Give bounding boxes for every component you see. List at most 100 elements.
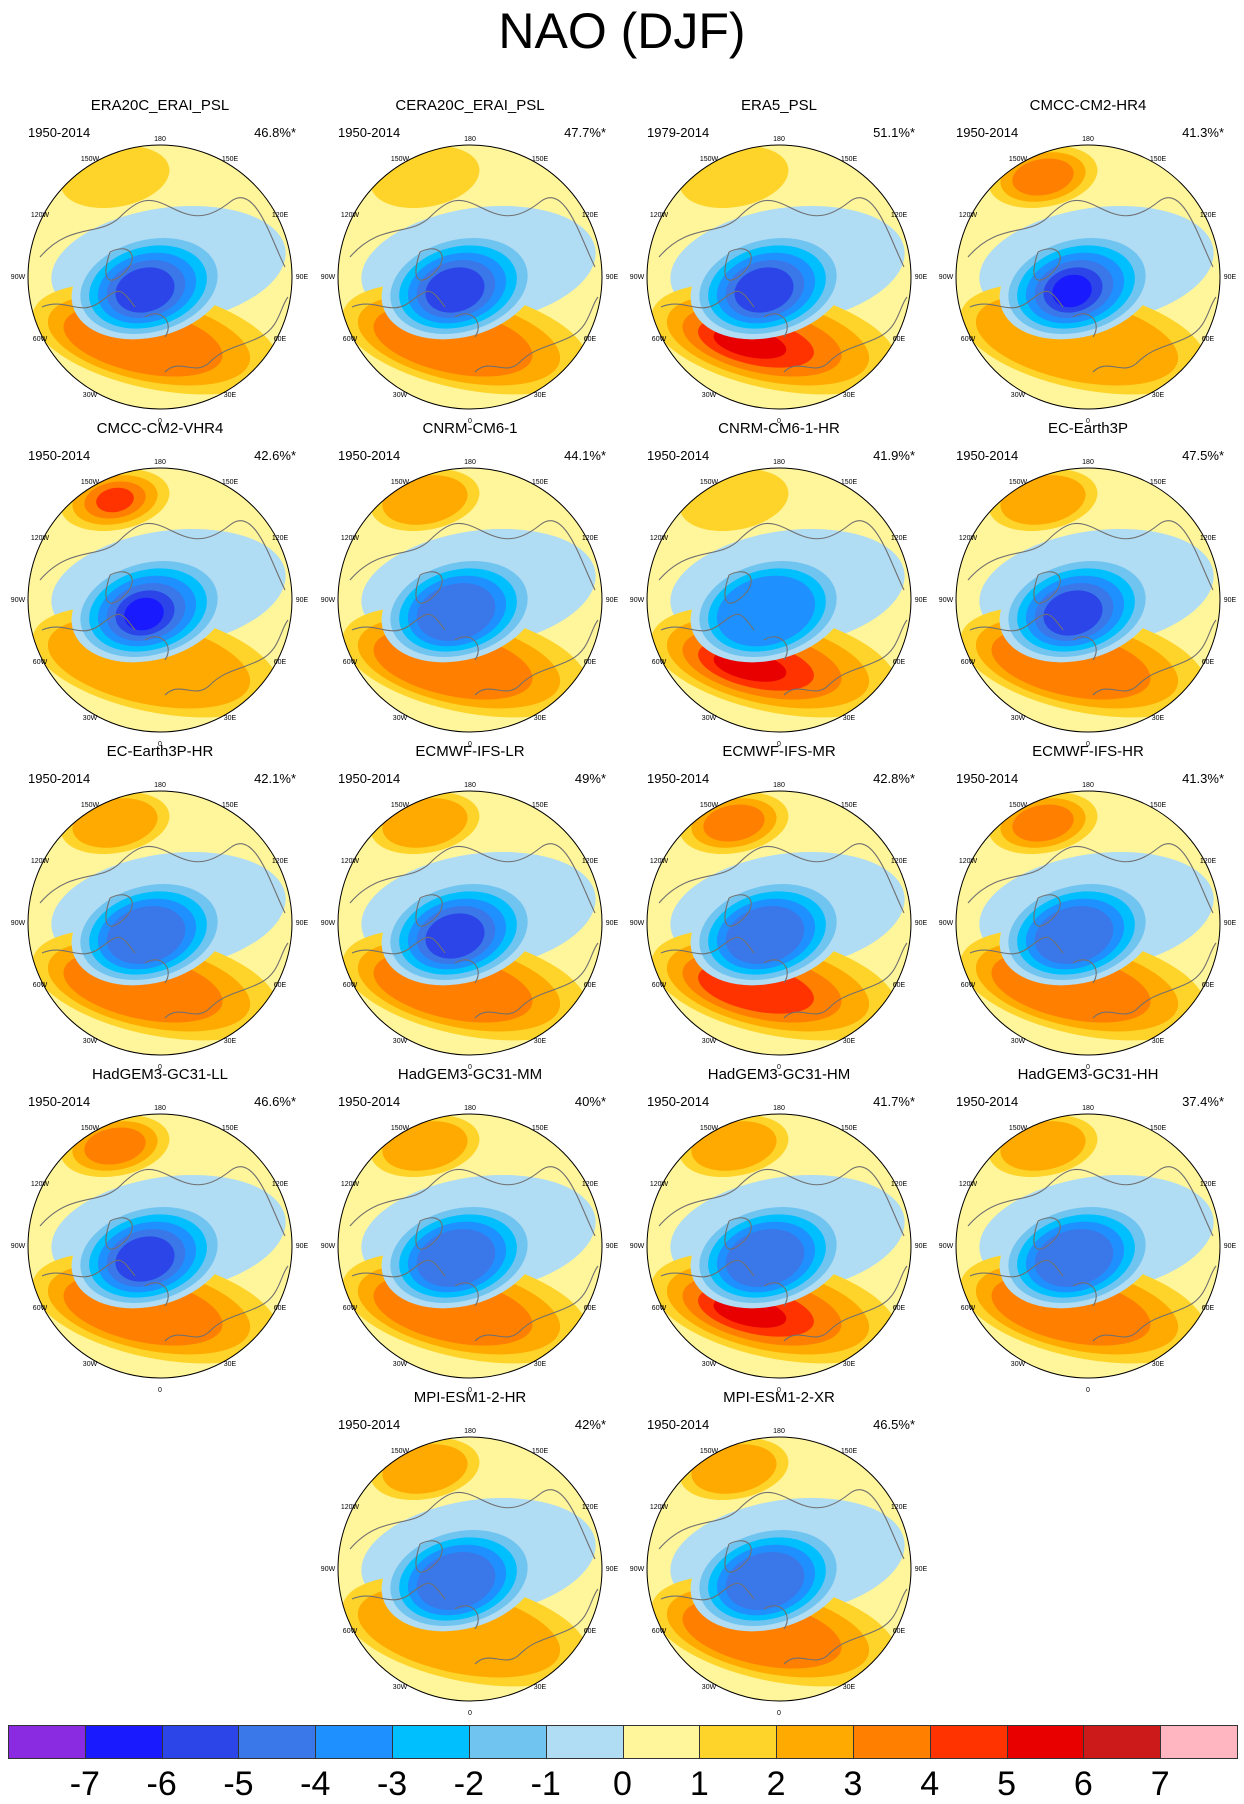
meridian-label: 90E: [915, 1243, 928, 1250]
meridian-label: 120W: [959, 858, 978, 865]
colorbar-tick-label: 5: [997, 1765, 1017, 1803]
meridian-label: 60W: [33, 982, 48, 989]
meridian-label: 30W: [393, 1038, 408, 1045]
meridian-label: 120E: [272, 212, 289, 219]
meridian-label: 0: [1086, 1064, 1090, 1071]
meridian-label: 180: [773, 782, 785, 789]
meridian-label: 180: [1082, 1105, 1094, 1112]
meridian-label: 120E: [891, 858, 908, 865]
meridian-label: 150W: [81, 802, 100, 809]
meridian-label: 30E: [534, 715, 547, 722]
meridian-label: 90E: [606, 274, 619, 281]
meridian-label: 90E: [915, 597, 928, 604]
meridian-label: 90E: [1224, 1243, 1237, 1250]
meridian-label: 30E: [534, 1038, 547, 1045]
meridian-label: 60E: [893, 1305, 906, 1312]
meridian-label: 60E: [274, 1305, 287, 1312]
panel-title: ECMWF-IFS-MR: [722, 743, 835, 760]
meridian-label: 30W: [393, 1684, 408, 1691]
variance-label: 46.5%*: [873, 1417, 915, 1432]
meridian-label: 180: [464, 782, 476, 789]
meridian-label: 30E: [534, 392, 547, 399]
meridian-label: 120E: [582, 212, 599, 219]
colorbar-swatch: [852, 1725, 931, 1759]
meridian-label: 60W: [652, 982, 667, 989]
meridian-label: 150E: [1150, 1125, 1167, 1132]
meridian-label: 180: [1082, 782, 1094, 789]
polar-map: 180 150W 150E 120W 120E 90W 90E 60W 60E 30W 30E 0 CE…: [321, 97, 619, 425]
meridian-label: 0: [777, 1064, 781, 1071]
meridian-label: 60E: [274, 336, 287, 343]
meridian-label: 150W: [1009, 1125, 1028, 1132]
colorbar-tick-label: -4: [300, 1765, 331, 1803]
panel-title: HadGEM3-GC31-LL: [92, 1066, 228, 1083]
panel-title: ECMWF-IFS-LR: [415, 743, 524, 760]
meridian-label: 60E: [1202, 982, 1215, 989]
meridian-label: 0: [158, 1387, 162, 1394]
colorbar-swatch: [776, 1725, 854, 1759]
period-label: 1950-2014: [956, 125, 1018, 140]
meridian-label: 30W: [702, 1038, 717, 1045]
polar-map: 180 150W 150E 120W 120E 90W 90E 60W 60E 30W 30E 0 ER…: [11, 97, 309, 425]
meridian-label: 60E: [584, 659, 597, 666]
colorbar-tick-label: 6: [1073, 1765, 1093, 1803]
meridian-label: 30W: [83, 1361, 98, 1368]
meridian-label: 120E: [272, 858, 289, 865]
meridian-label: 180: [464, 1105, 476, 1112]
period-label: 1950-2014: [28, 1094, 90, 1109]
map-panel: 180 150W 150E 120W 120E 90W 90E 60W 60E 30W 30E 0 CM…: [10, 415, 310, 748]
meridian-label: 90W: [321, 1243, 336, 1250]
period-label: 1950-2014: [647, 771, 709, 786]
colorbar-swatch: [161, 1725, 240, 1759]
meridian-label: 120E: [891, 535, 908, 542]
meridian-label: 150E: [222, 479, 239, 486]
meridian-label: 150W: [1009, 802, 1028, 809]
meridian-label: 180: [464, 1428, 476, 1435]
meridian-label: 60W: [652, 336, 667, 343]
panel-title: CMCC-CM2-VHR4: [97, 420, 224, 437]
meridian-label: 180: [1082, 459, 1094, 466]
panel-title: EC-Earth3P-HR: [107, 743, 214, 760]
meridian-label: 30W: [393, 1361, 408, 1368]
meridian-label: 60E: [893, 336, 906, 343]
variance-label: 40%*: [575, 1094, 606, 1109]
colorbar-swatch: [1006, 1725, 1085, 1759]
meridian-label: 150E: [532, 802, 549, 809]
polar-map: 180 150W 150E 120W 120E 90W 90E 60W 60E 30W 30E 0 ER…: [630, 97, 928, 425]
meridian-label: 120W: [650, 1504, 669, 1511]
meridian-label: 0: [468, 1710, 472, 1717]
map-panel: 180 150W 150E 120W 120E 90W 90E 60W 60E 30W 30E 0 Ha…: [320, 1061, 620, 1394]
meridian-label: 30W: [83, 1038, 98, 1045]
meridian-label: 90E: [606, 1243, 619, 1250]
meridian-label: 120W: [341, 858, 360, 865]
map-panel: 180 150W 150E 120W 120E 90W 90E 60W 60E 30W 30E 0 Ha…: [629, 1061, 929, 1394]
meridian-label: 120E: [1200, 858, 1217, 865]
meridian-label: 90E: [1224, 274, 1237, 281]
colorbar-tick-label: 7: [1150, 1765, 1170, 1803]
meridian-label: 0: [158, 418, 162, 425]
meridian-label: 150W: [700, 802, 719, 809]
colorbar-tick-label: 1: [689, 1765, 709, 1803]
meridian-label: 30E: [224, 392, 237, 399]
meridian-label: 30E: [534, 1684, 547, 1691]
variance-label: 51.1%*: [873, 125, 915, 140]
meridian-label: 60W: [961, 659, 976, 666]
meridian-label: 120W: [341, 212, 360, 219]
meridian-label: 60W: [961, 982, 976, 989]
meridian-label: 150W: [391, 1125, 410, 1132]
meridian-label: 0: [158, 741, 162, 748]
panel-title: HadGEM3-GC31-HM: [708, 1066, 851, 1083]
map-panel: 180 150W 150E 120W 120E 90W 90E 60W 60E 30W 30E 0 Ha…: [10, 1061, 310, 1394]
variance-label: 46.8%*: [254, 125, 296, 140]
meridian-label: 30E: [534, 1361, 547, 1368]
meridian-label: 30W: [1011, 392, 1026, 399]
period-label: 1950-2014: [28, 125, 90, 140]
meridian-label: 90W: [321, 597, 336, 604]
meridian-label: 150W: [700, 479, 719, 486]
meridian-label: 0: [777, 418, 781, 425]
map-panel: 180 150W 150E 120W 120E 90W 90E 60W 60E 30W 30E 0 CN…: [629, 415, 929, 748]
meridian-label: 90W: [939, 597, 954, 604]
meridian-label: 120W: [31, 858, 50, 865]
